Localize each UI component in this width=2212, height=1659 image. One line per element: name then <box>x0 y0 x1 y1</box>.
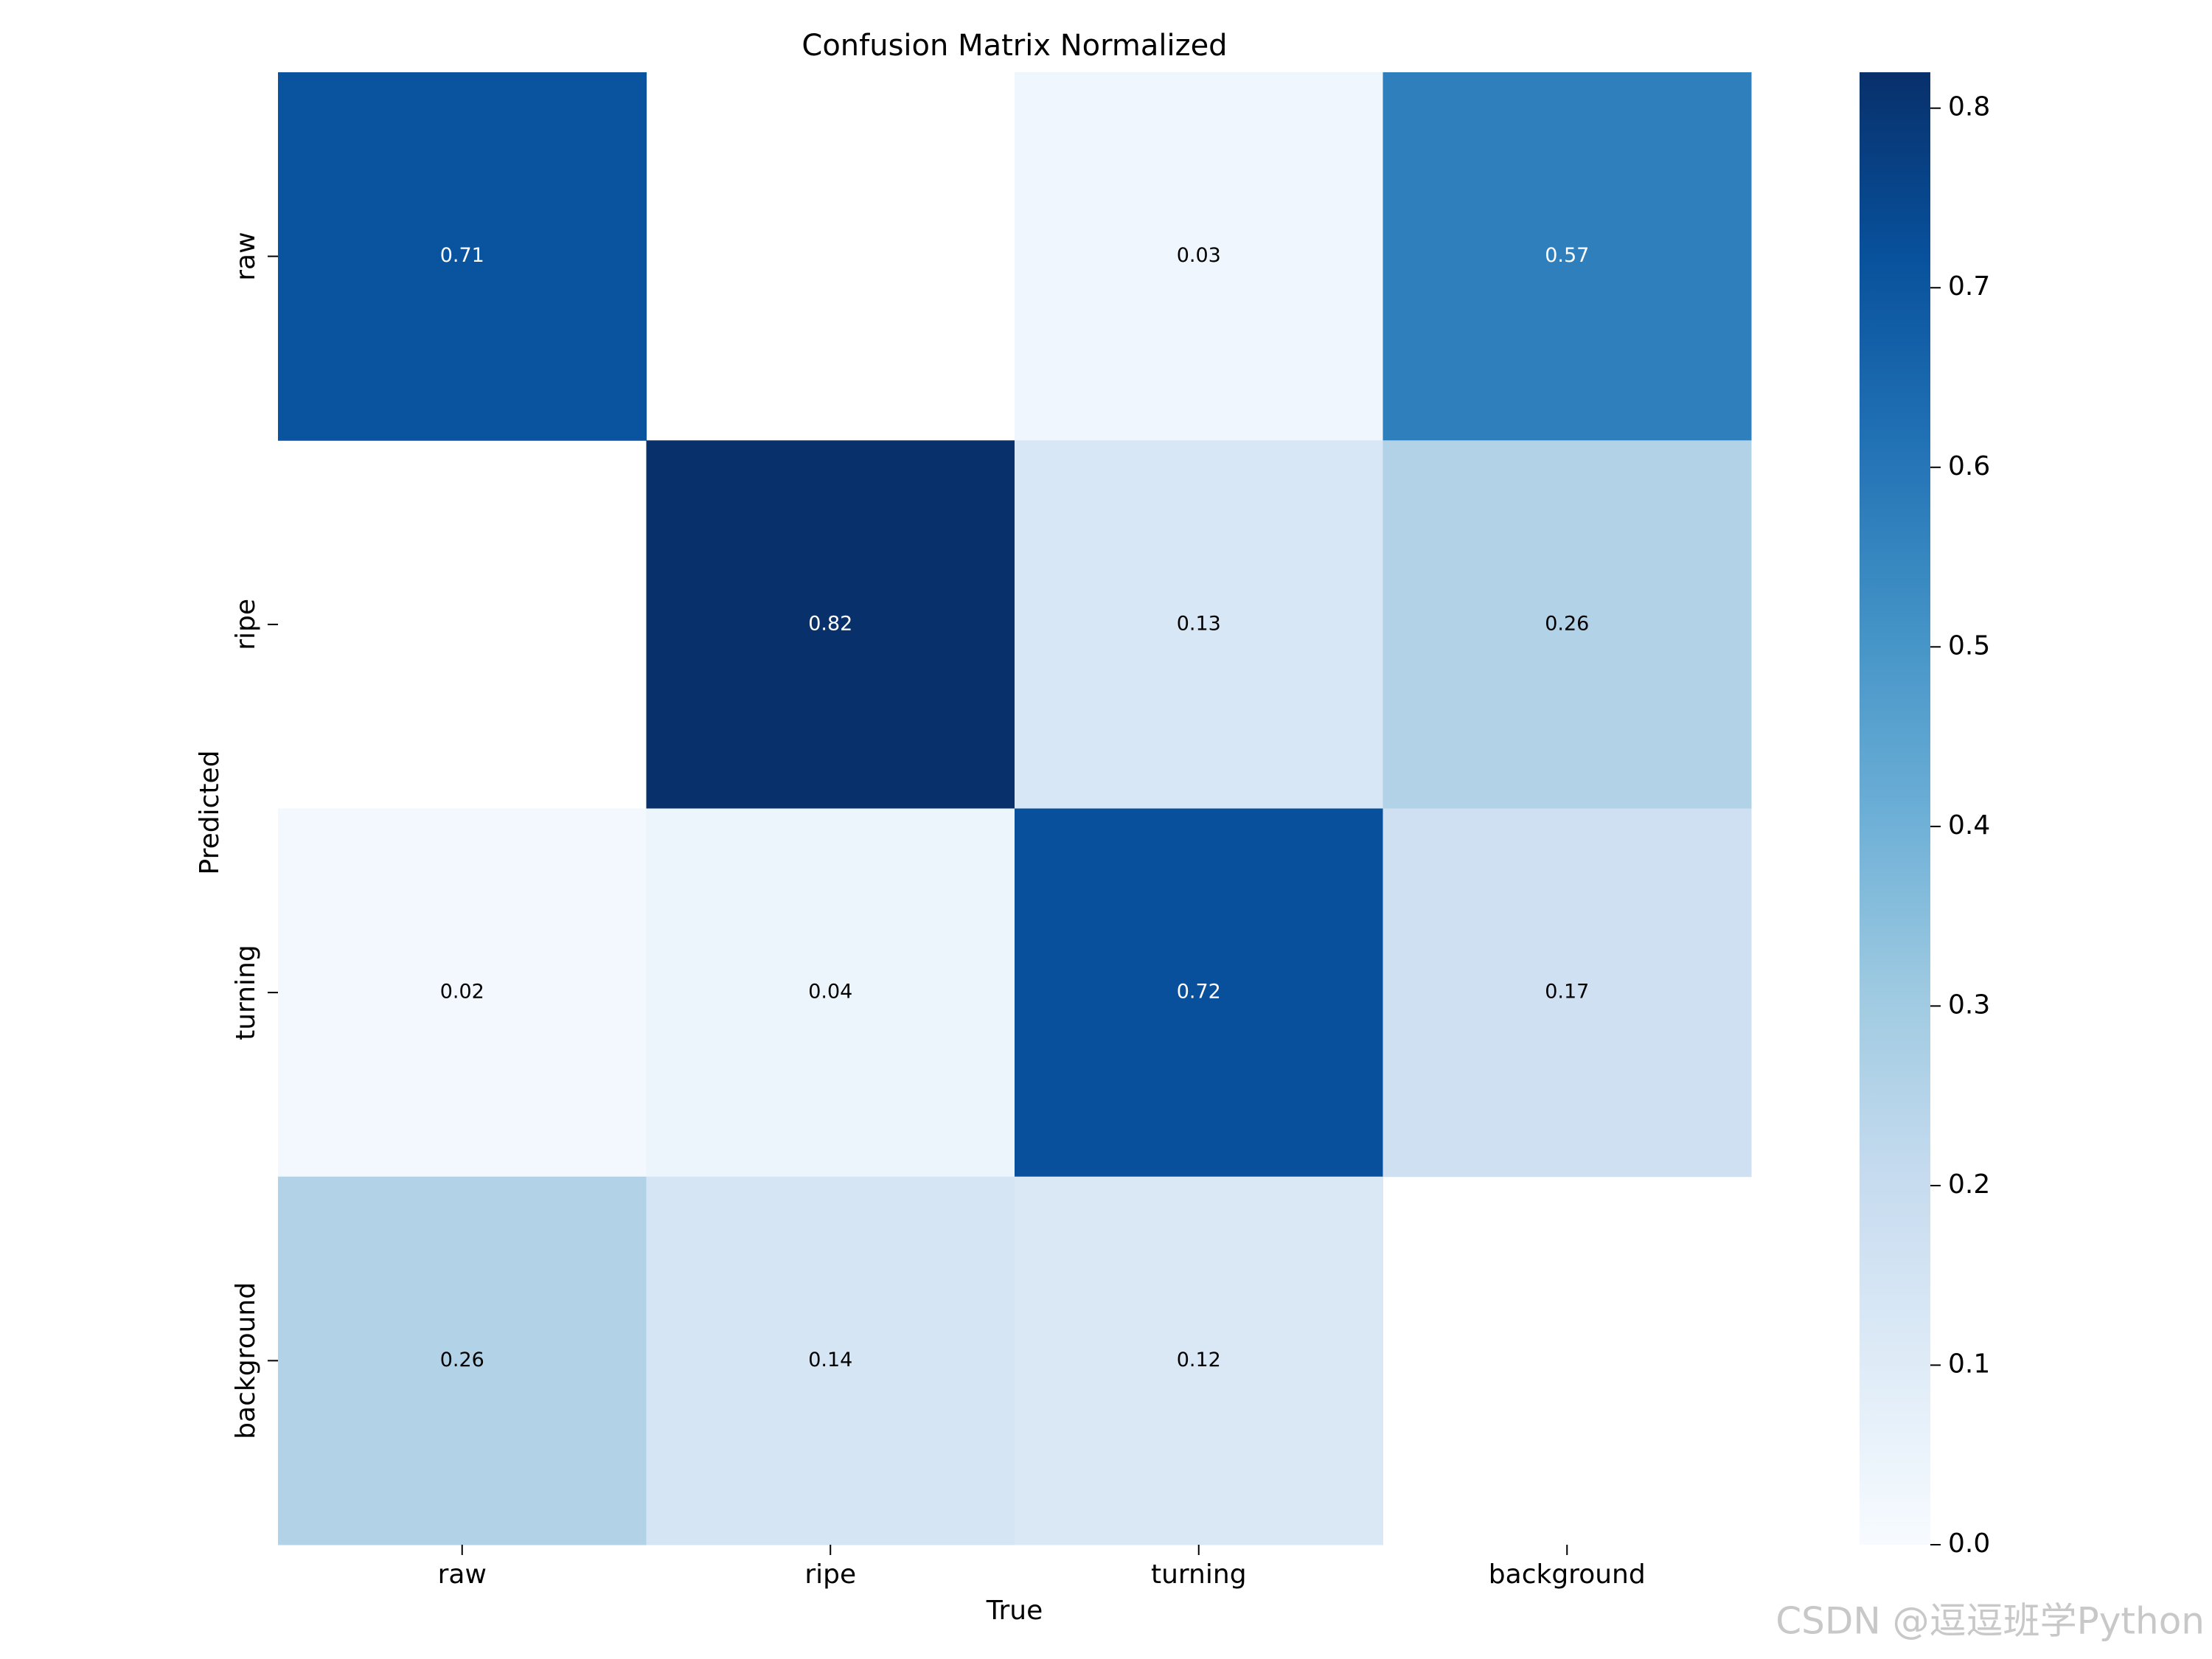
heat-cell <box>1015 1176 1383 1545</box>
y-tick-label: turning <box>231 945 261 1040</box>
cell-label: 0.04 <box>808 981 852 1004</box>
cell-label: 0.72 <box>1177 981 1221 1004</box>
cell-label: 0.82 <box>808 612 852 635</box>
colorbar-tick-label: 0.4 <box>1948 810 1990 841</box>
cell-label: 0.26 <box>1545 612 1589 635</box>
cell-label: 0.57 <box>1545 244 1589 267</box>
cell-label: 0.12 <box>1177 1349 1221 1371</box>
y-tick-label: ripe <box>231 599 261 650</box>
y-axis-label: Predicted <box>195 751 225 875</box>
heat-cell <box>278 1176 647 1545</box>
cell-label: 0.13 <box>1177 612 1221 635</box>
colorbar-tick-label: 0.0 <box>1948 1528 1990 1559</box>
cell-label: 0.03 <box>1177 244 1221 267</box>
heat-cell <box>1382 72 1752 441</box>
x-tick-label: turning <box>1151 1559 1247 1590</box>
colorbar-tick-label: 0.6 <box>1948 451 1990 481</box>
heat-cell <box>1015 72 1383 441</box>
colorbar-tick-label: 0.2 <box>1948 1169 1990 1200</box>
colorbar <box>1860 72 1930 1545</box>
colorbar-tick-label: 0.5 <box>1948 630 1990 661</box>
heat-cell <box>1015 440 1383 809</box>
chart-title: Confusion Matrix Normalized <box>801 29 1227 63</box>
heat-cell <box>646 440 1015 809</box>
y-tick-label: raw <box>231 232 261 280</box>
heat-cell <box>646 1176 1015 1545</box>
colorbar-tick-label: 0.1 <box>1948 1349 1990 1379</box>
heat-cell <box>1015 808 1383 1178</box>
x-tick-label: ripe <box>804 1559 856 1590</box>
x-tick-label: raw <box>438 1559 487 1590</box>
heat-cell <box>646 808 1015 1178</box>
cell-label: 0.71 <box>440 244 484 267</box>
x-tick-label: background <box>1489 1559 1646 1590</box>
cell-label: 0.14 <box>808 1349 852 1371</box>
colorbar-tick-label: 0.8 <box>1948 92 1990 122</box>
cell-label: 0.17 <box>1545 981 1589 1004</box>
cell-label: 0.02 <box>440 981 484 1004</box>
watermark: CSDN @逗逗班学Python <box>1775 1600 2205 1643</box>
y-tick-label: background <box>231 1282 261 1439</box>
x-axis-label: True <box>986 1596 1043 1626</box>
colorbar-tick-label: 0.7 <box>1948 271 1990 302</box>
colorbar-tick-label: 0.3 <box>1948 990 1990 1020</box>
heat-cell <box>1382 440 1752 809</box>
heat-cell <box>278 72 647 441</box>
heat-cell <box>278 808 647 1178</box>
cell-label: 0.26 <box>440 1349 484 1371</box>
heat-cell <box>1382 808 1752 1178</box>
